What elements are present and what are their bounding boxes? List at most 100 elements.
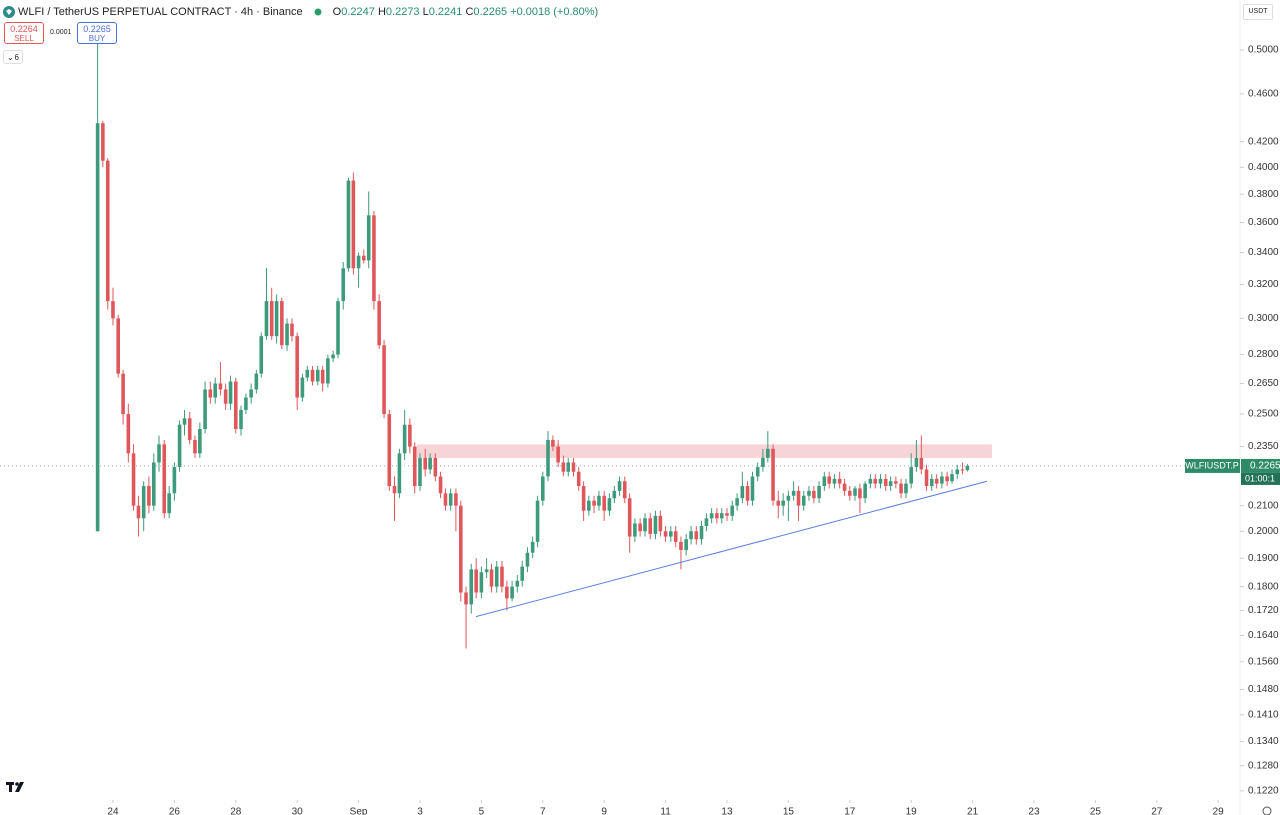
candle-body [269,301,274,337]
resistance-zone [416,444,992,458]
candle-body [822,476,827,487]
candle-body [883,478,888,487]
candle-body [244,397,248,410]
indicators-count: 6 [14,53,19,62]
candle-body [771,448,775,501]
candle-body [689,531,693,540]
y-tick-label: 0.4000 [1248,162,1279,173]
candle-body [198,429,202,454]
candle-body [254,373,259,390]
ohlc-label: C [465,6,474,18]
candle-body [223,389,228,404]
x-tick-label: 7 [540,807,546,815]
candle-body [684,539,688,550]
candle-body [863,483,867,499]
candle-body [157,444,161,463]
price-tag: 0.2265 [1250,461,1280,472]
y-tick-label: 0.4200 [1248,136,1279,147]
y-tick-label: 0.2800 [1248,349,1279,360]
y-tick-label: 0.1560 [1248,656,1279,667]
candle-body [960,469,965,471]
x-tick-label: 19 [906,807,918,815]
candle-body [300,377,305,398]
candle-body [934,478,939,484]
candle-body [535,500,540,542]
candle-body [556,446,560,463]
candle-body [786,495,791,501]
spread: 0.0001 [50,29,72,36]
candle-body [208,389,213,398]
candle-body [658,515,663,532]
candle-body [193,439,197,454]
indicators-toggle[interactable]: ⌄ 6 [3,50,23,64]
candle-body [894,481,898,484]
candle-body [362,255,366,261]
candle-body [525,552,530,567]
ohlc-label: H [377,6,386,18]
candle-body [781,500,785,506]
candle-body [331,354,335,359]
candle-body [126,414,131,454]
candle-body [801,495,806,506]
candle-body [832,478,837,484]
x-tick-label: 27 [1151,807,1163,815]
candle-body [182,418,187,425]
buy-button[interactable]: 0.2265 BUY [77,22,117,44]
candle-body [280,301,284,346]
candle-body [366,215,371,261]
sell-button[interactable]: 0.2264 SELL [4,22,44,44]
candle-body [699,526,704,540]
candle-body [177,424,182,468]
candle-body [694,531,699,540]
candle-body [791,490,796,496]
y-tick-label: 0.1800 [1248,581,1279,592]
candle-body [274,301,279,337]
candle-body [418,457,422,487]
candle-body [320,369,325,384]
symbol-tag: WLFIUSDT.P [1185,460,1239,470]
y-tick-label: 0.3400 [1248,247,1279,258]
candle-body [233,381,238,430]
x-tick-label: 13 [721,807,733,815]
candle-body [187,418,192,440]
x-tick-label: Sep [350,807,368,815]
y-tick-label: 0.2500 [1248,409,1279,420]
candle-body [965,465,970,471]
candle-body [929,478,934,487]
candle-body [914,457,919,468]
countdown-bg [1241,472,1280,485]
candle-body [474,569,478,593]
candle-body [904,483,908,494]
candle-body [546,439,550,477]
currency-button[interactable]: USDT [1243,4,1273,20]
sell-price: 0.2264 [10,24,38,34]
candle-body [423,457,428,470]
candle-body [402,424,407,454]
candle-body [817,486,821,499]
y-tick-label: 0.1410 [1248,710,1279,721]
candle-body [755,467,760,477]
candle-body [561,462,566,472]
candle-body [305,369,310,378]
y-tick-label: 0.2650 [1248,378,1279,389]
header: WLFI / TetherUS PERPETUAL CONTRACT · 4h … [0,4,598,20]
candle-body [408,424,412,447]
candle-body [203,389,207,430]
candle-body [239,409,243,430]
candle-body [356,255,361,269]
y-tick-label: 0.2100 [1248,500,1279,511]
candle-body [719,513,724,519]
candle-body [351,180,356,269]
candle-body [141,486,146,519]
candle-body [612,490,617,499]
y-tick-label: 0.1280 [1248,760,1279,771]
candle-body [776,500,781,506]
buy-price: 0.2265 [83,24,111,34]
candle-body [438,476,443,494]
settings-icon[interactable] [1262,806,1272,815]
y-tick-label: 0.1340 [1248,736,1279,747]
sell-label: SELL [14,34,34,43]
y-tick-label: 0.3200 [1248,279,1279,290]
